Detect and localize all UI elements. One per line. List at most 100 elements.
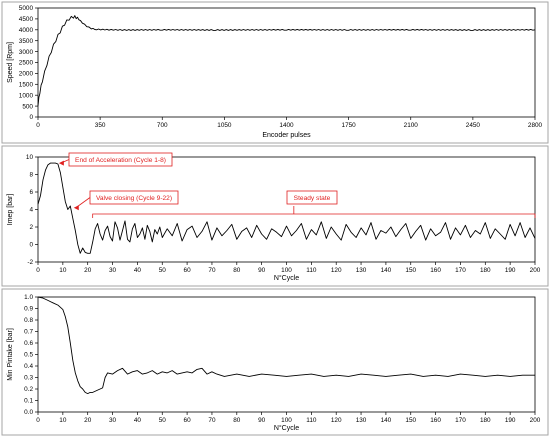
x-tick-label: 50	[159, 267, 167, 274]
y-tick-label: 2	[29, 224, 33, 231]
x-tick-label: 200	[530, 267, 541, 274]
x-tick-label: 60	[184, 267, 192, 274]
y-tick-label: 0.0	[24, 409, 33, 416]
x-tick-label: 100	[281, 267, 292, 274]
x-tick-label: 90	[258, 267, 266, 274]
x-tick-label: 160	[430, 417, 441, 424]
y-tick-label: 0.5	[24, 352, 33, 359]
x-tick-label: 90	[258, 417, 266, 424]
x-tick-label: 70	[208, 267, 216, 274]
y-tick-label: 0	[29, 242, 33, 249]
x-tick-label: 70	[208, 417, 216, 424]
y-tick-label: 4000	[19, 27, 34, 34]
y-tick-label: 0.7	[24, 329, 33, 336]
x-tick-label: 150	[405, 417, 416, 424]
y-axis-title: Imep [bar]	[7, 194, 14, 226]
panel-frame	[1, 145, 549, 287]
y-tick-label: 500	[22, 103, 33, 110]
y-tick-label: -2	[27, 259, 33, 266]
x-tick-label: 80	[233, 417, 241, 424]
x-tick-label: 0	[36, 417, 40, 424]
series-line	[37, 162, 536, 254]
x-axis-title: N°Cycle	[274, 274, 299, 282]
y-tick-label: 2500	[19, 60, 34, 67]
x-tick-label: 140	[381, 267, 392, 274]
panel-frame	[1, 1, 549, 144]
x-tick-label: 1050	[217, 122, 232, 129]
x-tick-label: 2100	[404, 122, 419, 129]
x-tick-label: 60	[184, 417, 192, 424]
x-tick-label: 120	[331, 267, 342, 274]
x-tick-label: 2800	[528, 122, 543, 129]
x-tick-label: 20	[84, 267, 92, 274]
y-tick-label: 0.9	[24, 306, 33, 313]
y-tick-label: 5000	[19, 5, 34, 12]
x-tick-label: 180	[480, 417, 491, 424]
y-axis-title: Min Pintake [bar]	[7, 328, 14, 381]
annotation-3: Steady state	[92, 190, 536, 218]
x-tick-label: 30	[109, 267, 117, 274]
series-line	[37, 296, 535, 395]
x-tick-label: 10	[59, 417, 67, 424]
x-tick-label: 2450	[466, 122, 481, 129]
y-tick-label: 4500	[19, 16, 34, 23]
y-tick-label: 10	[26, 154, 34, 161]
y-tick-label: 1.0	[24, 294, 33, 301]
y-tick-label: 0.8	[24, 317, 33, 324]
annotation-1: End of Acceleration (Cycle 1-8)	[58, 152, 173, 167]
y-tick-label: 6	[29, 189, 33, 196]
x-tick-label: 20	[84, 417, 92, 424]
y-tick-label: 1500	[19, 82, 34, 89]
x-tick-label: 1750	[342, 122, 357, 129]
panel-frame	[1, 288, 549, 436]
annotation-text: Valve closing (Cycle 9-22)	[96, 195, 172, 202]
y-tick-label: 0	[29, 114, 33, 121]
x-tick-label: 10	[59, 267, 67, 274]
x-tick-label: 700	[157, 122, 168, 129]
x-tick-label: 350	[95, 122, 106, 129]
x-tick-label: 0	[36, 122, 40, 129]
y-tick-label: 0.4	[24, 363, 33, 370]
x-tick-label: 1400	[279, 122, 294, 129]
x-tick-label: 190	[505, 417, 516, 424]
series-line	[37, 15, 536, 106]
x-tick-label: 40	[134, 267, 142, 274]
y-tick-label: 0.6	[24, 340, 33, 347]
x-tick-label: 120	[331, 417, 342, 424]
x-tick-label: 150	[405, 267, 416, 274]
x-tick-label: 40	[134, 417, 142, 424]
x-tick-label: 130	[356, 267, 367, 274]
x-tick-label: 190	[505, 267, 516, 274]
y-tick-label: 0.2	[24, 386, 33, 393]
annotation-text: End of Acceleration (Cycle 1-8)	[75, 157, 166, 164]
x-tick-label: 30	[109, 417, 117, 424]
chart-panel-1: 0500100015002000250030003500400045005000…	[7, 5, 543, 139]
annotation-box	[286, 190, 338, 205]
x-tick-label: 0	[36, 267, 40, 274]
x-tick-label: 110	[306, 417, 317, 424]
annotation-arrowhead	[58, 160, 64, 166]
annotation-text: Steady state	[294, 195, 331, 202]
x-tick-label: 170	[455, 417, 466, 424]
x-tick-label: 140	[381, 417, 392, 424]
y-tick-label: 2000	[19, 71, 34, 78]
x-tick-label: 160	[430, 267, 441, 274]
annotation-2: Valve closing (Cycle 9-22)	[73, 190, 179, 211]
y-tick-label: 0.3	[24, 375, 33, 382]
chart-panel-3: 0.0 0.1 0.2 0.3 0.4 0.5 0.6 0.7 0.8 0.9 1.0 0 10 20 30…	[7, 294, 541, 432]
x-tick-label: 100	[281, 417, 292, 424]
y-tick-label: 0.1	[24, 398, 33, 405]
x-tick-label: 170	[455, 267, 466, 274]
annotation-arrowhead	[73, 205, 79, 211]
y-tick-label: 4	[29, 207, 33, 214]
x-axis-title: N°Cycle	[274, 424, 299, 432]
y-tick-label: 3500	[19, 38, 34, 45]
x-tick-label: 50	[159, 417, 167, 424]
x-axis-title: Encoder pulses	[262, 132, 311, 139]
x-tick-label: 80	[233, 267, 241, 274]
x-tick-label: 200	[530, 417, 541, 424]
steady-state-bracket	[92, 213, 536, 218]
y-tick-label: 1000	[19, 92, 34, 99]
